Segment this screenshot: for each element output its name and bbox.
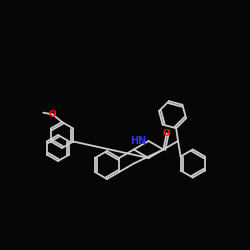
Text: O: O xyxy=(163,129,170,138)
Text: O: O xyxy=(49,110,56,119)
Text: HN: HN xyxy=(130,136,146,146)
